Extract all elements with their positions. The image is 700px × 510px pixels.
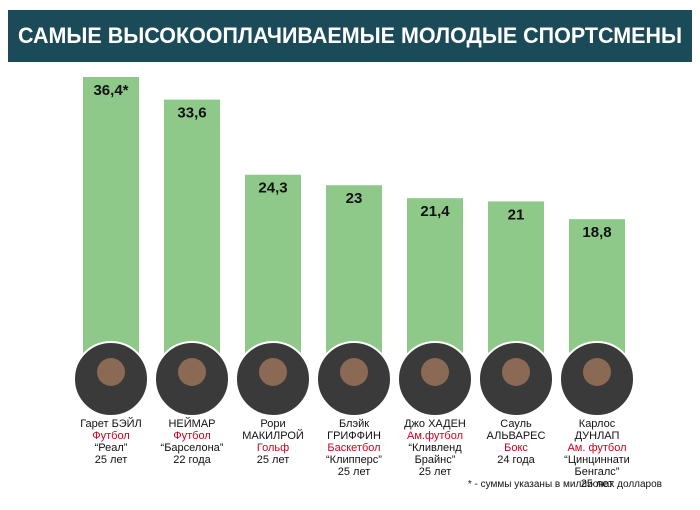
athlete-label: Карлос ДУНЛАП Ам. футбол “Цинциннати Бенга… xyxy=(555,418,639,490)
athlete-sport: Футбол xyxy=(173,430,211,442)
athlete-label: Рори МАКИЛРОЙ Гольф 25 лет xyxy=(231,418,315,466)
athlete-name: Сауль АЛЬВАРЕС xyxy=(486,418,546,442)
chart-title: САМЫЕ ВЫСОКООПЛАЧИВАЕМЫЕ МОЛОДЫЕ СПОРТСМ… xyxy=(18,23,682,48)
athlete-team: “Барселона” xyxy=(160,442,224,454)
athlete-sport: Гольф xyxy=(256,442,290,454)
athlete-age: 25 лет xyxy=(94,454,128,466)
athlete-name: Джо ХАДЕН xyxy=(404,418,466,430)
athlete-label: Блэйк ГРИФФИН Баскетбол “Клипперс” 25 лет xyxy=(312,418,396,478)
value-label: 33,6 xyxy=(177,105,206,122)
athlete-age: 25 лет xyxy=(256,454,290,466)
athlete-team: “Клипперс” xyxy=(326,454,382,466)
title-banner xyxy=(8,10,692,62)
athlete-team: “Реал” xyxy=(94,442,128,454)
athlete-age: 25 лет xyxy=(418,466,452,478)
athlete-team: “Цинциннати Бенгалс” xyxy=(564,454,630,478)
athlete-name: Карлос ДУНЛАП xyxy=(574,418,620,442)
value-label: 36,4* xyxy=(93,82,128,99)
athlete-team: “Кливленд Брайнс” xyxy=(408,442,462,466)
athlete-sport: Баскетбол xyxy=(327,442,381,454)
photo-face xyxy=(340,358,368,386)
athlete-sport: Ам. футбол xyxy=(567,442,627,454)
athlete-label: Джо ХАДЕН Ам.футбол “Кливленд Брайнс” 25 ле… xyxy=(393,418,477,478)
photo-face xyxy=(97,358,125,386)
bar xyxy=(164,99,220,379)
athlete-sport: Ам.футбол xyxy=(406,430,463,442)
athlete-age: 25 лет xyxy=(580,478,614,490)
athlete-label: НЕЙМАР Футбол “Барселона” 22 года xyxy=(150,418,234,466)
athlete-sport: Футбол xyxy=(92,430,130,442)
bar xyxy=(83,77,139,379)
athlete-label: Гарет БЭЙЛ Футбол “Реал” 25 лет xyxy=(69,418,153,466)
photo-face xyxy=(583,358,611,386)
athlete-name: Блэйк ГРИФФИН xyxy=(327,418,381,442)
athlete-label: Сауль АЛЬВАРЕС Бокс 24 года xyxy=(474,418,558,466)
photo-face xyxy=(259,358,287,386)
photo-face xyxy=(178,358,206,386)
athlete-name: НЕЙМАР xyxy=(168,418,216,430)
value-label: 21,4 xyxy=(420,203,450,220)
value-label: 24,3 xyxy=(258,180,287,197)
value-label: 21 xyxy=(508,206,525,223)
athlete-age: 22 года xyxy=(173,454,211,466)
photo-face xyxy=(502,358,530,386)
athlete-age: 24 года xyxy=(497,454,535,466)
photo-face xyxy=(421,358,449,386)
value-label: 18,8 xyxy=(582,224,611,241)
athlete-name: Гарет БЭЙЛ xyxy=(80,418,142,430)
footnote: * - суммы указаны в миллионах долларов xyxy=(467,479,662,490)
athlete-name: Рори МАКИЛРОЙ xyxy=(242,418,304,442)
athlete-sport: Бокс xyxy=(504,442,528,454)
athlete-age: 25 лет xyxy=(337,466,371,478)
value-label: 23 xyxy=(346,190,363,207)
